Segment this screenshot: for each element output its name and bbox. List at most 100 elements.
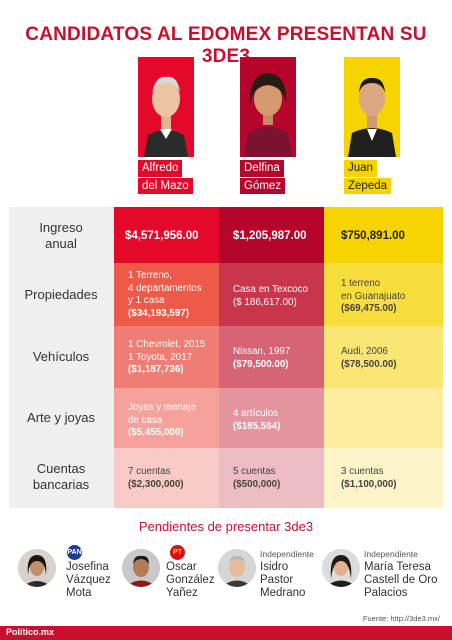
- candidate-photo-del-mazo: [138, 57, 194, 157]
- ingreso-zepeda: $750,891.00: [341, 230, 405, 242]
- cuentas-zepeda: 3 cuentas ($1,100,000): [341, 466, 397, 491]
- value-line: 1 Chevrolet, 2015: [128, 339, 206, 350]
- candidate-name-zepeda: Juan Zepeda: [344, 160, 392, 195]
- cell-ingreso-delfina: [219, 207, 324, 263]
- value-line: 4 artículos: [233, 408, 279, 419]
- cell-propiedades-delfina: [219, 263, 324, 326]
- candidate-name-del-mazo: Alfredo del Mazo: [138, 160, 193, 195]
- vehiculos-del-mazo: 1 Chevrolet, 2015 1 Toyota, 2017 ($1,187…: [128, 339, 205, 377]
- candidate-last-name: Zepeda: [344, 177, 392, 195]
- cell-vehiculos-del-mazo: [114, 326, 219, 388]
- name-line: Vázquez: [66, 573, 111, 586]
- value-amount: ($79,500.00): [233, 358, 289, 370]
- pt-badge-icon: PT: [170, 545, 185, 560]
- row-label-vehiculos: Vehículos: [32, 349, 90, 364]
- ingreso-del-mazo: $4,571,956.00: [125, 230, 199, 242]
- pending-name-isidro: Isidro Pastor Medrano: [260, 561, 305, 600]
- row-label-line: Cuentas: [36, 461, 86, 476]
- value-line: 7 cuentas: [128, 466, 171, 477]
- row-label-line: Ingreso: [39, 220, 83, 235]
- pending-title: Pendientes de presentar 3de3: [138, 519, 314, 534]
- value-line: 1 Terreno,: [128, 270, 172, 281]
- page-title: CANDIDATOS AL EDOMEX PRESENTAN SU 3DE3: [25, 24, 427, 67]
- footer-logo[interactable]: Político.mx: [6, 627, 55, 637]
- candidate-photo-delfina: [240, 57, 296, 157]
- cell-vehiculos-delfina: [219, 326, 324, 388]
- cell-propiedades-zepeda: [324, 263, 443, 326]
- value-amount: ($78,500.00): [341, 358, 397, 370]
- name-line: Mota: [66, 586, 92, 599]
- footer-bar: Político.mx: [0, 626, 452, 640]
- cell-cuentas-zepeda: [324, 448, 443, 508]
- candidate-last-name: del Mazo: [138, 177, 193, 195]
- value-line: 3 cuentas: [341, 466, 384, 477]
- name-line: Yañez: [166, 586, 198, 599]
- pending-name-maria-teresa: María Teresa Castell de Oro Palacios: [364, 561, 438, 600]
- propiedades-delfina: Casa en Texcoco ($ 186,617.00): [233, 284, 308, 309]
- party-isidro: Independiente: [260, 549, 314, 559]
- cell-arte-delfina: [219, 388, 324, 448]
- value-line: Casa en Texcoco: [233, 284, 308, 295]
- name-line: Pastor: [260, 573, 294, 586]
- pending-name-josefina: Josefina Vázquez Mota: [66, 561, 111, 600]
- value-line: 5 cuentas: [233, 466, 276, 477]
- name-line: Palacios: [364, 586, 408, 599]
- cell-ingreso-zepeda: [324, 207, 443, 263]
- cell-arte-del-mazo: [114, 388, 219, 448]
- cell-cuentas-delfina: [219, 448, 324, 508]
- value-line: 4 departamentos: [128, 282, 202, 294]
- name-line: María Teresa: [364, 561, 431, 573]
- propiedades-zepeda: 1 terreno en Guanajuato ($69,475.00): [341, 278, 405, 316]
- arte-delfina: 4 artículos ($185,564): [233, 408, 280, 433]
- row-label-line: anual: [45, 235, 77, 251]
- candidate-first-name: Juan: [344, 160, 377, 177]
- name-line: Castell de Oro: [364, 573, 438, 586]
- vehiculos-delfina: Nissan, 1997 ($79,500.00): [233, 346, 290, 371]
- avatar-isidro: [218, 549, 256, 587]
- value-line: 1 Toyota, 2017: [128, 351, 193, 363]
- value-line: Joyas y menaje: [128, 402, 197, 413]
- propiedades-del-mazo: 1 Terreno, 4 departamentos y 1 casa ($34…: [128, 270, 202, 321]
- avatar-maria-teresa: [322, 549, 360, 587]
- candidate-name-delfina: Delfina Gómez: [240, 160, 286, 195]
- value-amount: ($1,187,736): [128, 364, 184, 376]
- cell-arte-zepeda: [324, 388, 443, 448]
- row-label-propiedades: Propiedades: [24, 287, 98, 302]
- value-line: 1 terreno: [341, 278, 381, 289]
- vehiculos-zepeda: Audi, 2006 ($78,500.00): [341, 346, 397, 371]
- cell-propiedades-del-mazo: [114, 263, 219, 326]
- arte-del-mazo: Joyas y menaje de casa ($5,455,000): [128, 402, 196, 440]
- cell-ingreso-del-mazo: [114, 207, 219, 263]
- source-note: Fuente: http://3de3.mx/: [362, 614, 440, 623]
- value-amount: ($2,300,000): [128, 478, 184, 490]
- name-line: Isidro: [260, 561, 289, 573]
- name-line: Oscar: [166, 561, 197, 573]
- cell-vehiculos-zepeda: [324, 326, 443, 388]
- name-line: Medrano: [260, 586, 306, 599]
- value-amount: ($1,100,000): [341, 478, 397, 490]
- name-line: González: [166, 573, 215, 586]
- row-label-line: bancarias: [32, 476, 90, 492]
- pan-badge-icon: PAN: [67, 545, 82, 560]
- value-amount: ($ 186,617.00): [233, 296, 297, 308]
- candidate-first-name: Alfredo: [138, 160, 183, 177]
- cell-cuentas-del-mazo: [114, 448, 219, 508]
- value-line: Audi, 2006: [341, 346, 388, 357]
- value-amount: ($185,564): [233, 420, 281, 432]
- candidate-last-name: Gómez: [240, 177, 286, 195]
- name-line: Josefina: [66, 561, 109, 573]
- value-amount: ($69,475.00): [341, 303, 397, 315]
- row-label-ingreso: Ingreso anual: [9, 220, 113, 251]
- value-line: y 1 casa: [128, 295, 165, 307]
- value-amount: ($5,455,000): [128, 427, 184, 439]
- cuentas-delfina: 5 cuentas ($500,000): [233, 466, 280, 491]
- row-label-cuentas: Cuentas bancarias: [9, 461, 113, 492]
- candidate-first-name: Delfina: [240, 160, 284, 177]
- cuentas-del-mazo: 7 cuentas ($2,300,000): [128, 466, 184, 491]
- value-amount: ($34,193,597): [128, 308, 190, 320]
- pending-name-oscar: Oscar González Yañez: [166, 561, 215, 600]
- candidate-photo-zepeda: [344, 57, 400, 157]
- value-amount: ($500,000): [233, 478, 281, 490]
- ingreso-delfina: $1,205,987.00: [233, 230, 307, 242]
- value-line: en Guanajuato: [341, 290, 406, 302]
